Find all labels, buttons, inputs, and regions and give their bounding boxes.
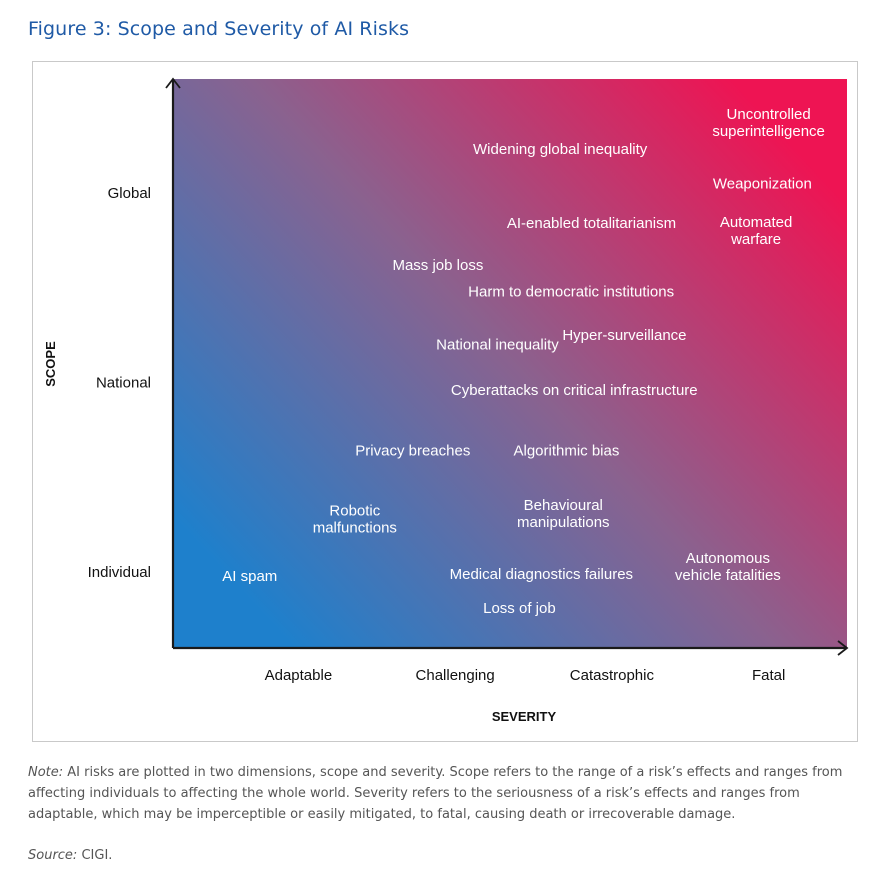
risk-label-line: AI-enabled totalitarianism (507, 215, 676, 232)
risk-label-line: superintelligence (712, 123, 825, 140)
risk-label: Algorithmic bias (513, 443, 619, 460)
y-axis-label: SCOPE (43, 341, 58, 387)
risk-label: AI-enabled totalitarianism (507, 215, 676, 232)
x-axis-label: SEVERITY (492, 709, 557, 724)
figure-note: Note: AI risks are plotted in two dimens… (28, 762, 843, 825)
risk-label: Uncontrolled superintelligence (712, 106, 825, 140)
risk-label-line: Medical diagnostics failures (450, 566, 633, 583)
risk-label: Harm to democratic institutions (468, 283, 674, 300)
source-text: CIGI. (77, 848, 113, 863)
risk-label-line: Privacy breaches (355, 443, 470, 460)
risk-label: Behavioural manipulations (517, 497, 610, 531)
risk-label: Robotic malfunctions (313, 503, 397, 537)
note-text: AI risks are plotted in two dimensions, … (28, 765, 843, 822)
x-tick-label: Catastrophic (570, 667, 655, 684)
risk-label: Loss of job (483, 600, 556, 617)
chart-frame (32, 61, 858, 742)
risk-label-line: Loss of job (483, 600, 556, 617)
source-label: Source: (28, 848, 78, 863)
risk-label-line: Weaponization (713, 175, 812, 192)
y-tick-label: Global (108, 185, 151, 202)
risk-label-line: Robotic (329, 503, 380, 520)
risk-label-line: Autonomous (686, 550, 770, 567)
risk-label-line: AI spam (222, 568, 277, 585)
risk-label: Automated warfare (720, 214, 793, 248)
y-tick-label: Individual (88, 564, 151, 581)
risk-labels: Uncontrolled superintelligence Widening gl… (222, 106, 825, 617)
risk-label-line: National inequality (436, 337, 559, 354)
figure-title: Figure 3: Scope and Severity of AI Risks (28, 18, 410, 40)
risk-label-line: Widening global inequality (473, 141, 648, 158)
risk-label-line: Uncontrolled (727, 106, 811, 123)
risk-label: Widening global inequality (473, 141, 648, 158)
y-tick-labels: Individual National Global (88, 185, 151, 581)
risk-label: Medical diagnostics failures (450, 566, 633, 583)
risk-label-line: Cyberattacks on critical infrastructure (451, 382, 698, 399)
y-axis-arrow (165, 77, 181, 89)
risk-label: Autonomous vehicle fatalities (675, 550, 781, 584)
risk-chart: Individual National Global Adaptable Challe… (43, 77, 849, 724)
risk-label-line: warfare (730, 231, 781, 248)
x-tick-label: Adaptable (265, 667, 333, 684)
chart-axes (165, 77, 849, 656)
risk-label-line: Behavioural (524, 497, 603, 514)
risk-label: Weaponization (713, 175, 812, 192)
risk-label-line: vehicle fatalities (675, 567, 781, 584)
risk-label: Privacy breaches (355, 443, 470, 460)
chart-background (173, 79, 847, 648)
risk-label: Hyper-surveillance (562, 327, 686, 344)
risk-label: Cyberattacks on critical infrastructure (451, 382, 698, 399)
risk-label: AI spam (222, 568, 277, 585)
risk-label-line: Algorithmic bias (513, 443, 619, 460)
risk-label-line: Mass job loss (392, 257, 483, 274)
risk-label-line: manipulations (517, 514, 610, 531)
y-tick-label: National (96, 374, 151, 391)
risk-label-line: Hyper-surveillance (562, 327, 686, 344)
risk-label: Mass job loss (392, 257, 483, 274)
risk-label-line: Harm to democratic institutions (468, 283, 674, 300)
x-axis-arrow (837, 640, 849, 656)
risk-label-line: Automated (720, 214, 793, 231)
figure-source: Source: CIGI. (28, 848, 112, 863)
risk-label-line: malfunctions (313, 520, 397, 537)
x-tick-label: Fatal (752, 667, 785, 684)
x-tick-label: Challenging (416, 667, 495, 684)
x-tick-labels: Adaptable Challenging Catastrophic Fatal (265, 667, 786, 684)
risk-label: National inequality (436, 337, 559, 354)
note-label: Note: (28, 765, 64, 780)
